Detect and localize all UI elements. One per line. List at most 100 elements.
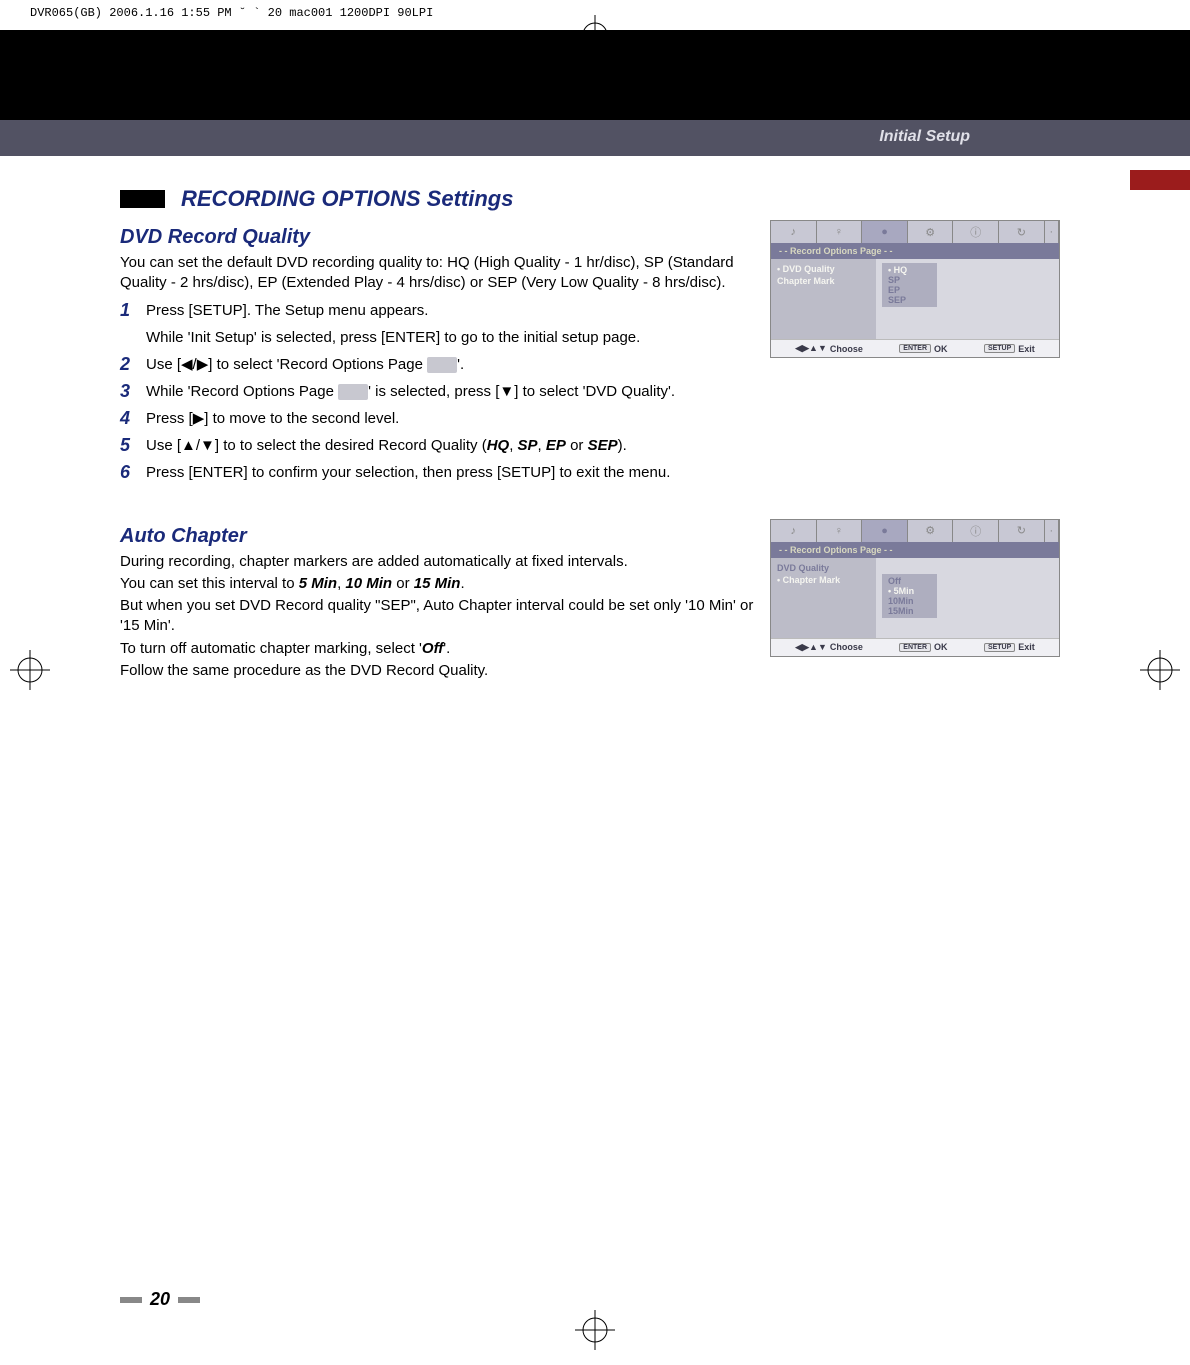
- record-options-icon: [338, 384, 368, 400]
- osd-tab-icon: ♀: [817, 221, 863, 243]
- step-text: Press [▶] to move to the second level.: [146, 408, 399, 429]
- osd-option: EP: [888, 285, 931, 295]
- page-bar-icon: [120, 1297, 142, 1303]
- page-number-wrap: 20: [120, 1289, 200, 1310]
- interval-15min: 15 Min: [414, 575, 461, 592]
- osd-body: DVD Quality • Chapter Mark Off • 5Min 10…: [771, 558, 1059, 638]
- title-leading-bar: [120, 190, 165, 208]
- osd-tab-icon: ⚙: [908, 221, 954, 243]
- step-text-frag: Press [: [146, 410, 193, 427]
- section-title-row: RECORDING OPTIONS Settings: [120, 186, 1070, 212]
- osd-options: Off • 5Min 10Min 15Min: [882, 574, 937, 618]
- off-label: Off: [422, 640, 443, 657]
- osd-tab-icon: ·: [1045, 221, 1059, 243]
- osd-tab-icon: ↻: [999, 520, 1045, 542]
- step-3: 3 While 'Record Options Page ' is select…: [120, 381, 758, 402]
- step-num: 3: [120, 381, 146, 402]
- auto-chapter-section: Auto Chapter During recording, chapter m…: [120, 519, 1070, 684]
- record-options-icon: [427, 357, 457, 373]
- opt-hq: HQ: [487, 437, 510, 454]
- step-num: 5: [120, 435, 146, 456]
- osd-tab-icon: ↻: [999, 221, 1045, 243]
- step-num: 1: [120, 300, 146, 321]
- step-text: Use [◀/▶] to select 'Record Options Page…: [146, 354, 464, 375]
- osd-option: 15Min: [888, 606, 931, 616]
- osd-footer-label: Choose: [830, 642, 863, 652]
- step-text-frag: '.: [457, 356, 464, 373]
- down-arrow-icon: ▼: [499, 383, 514, 400]
- auto-chapter-p3: But when you set DVD Record quality "SEP…: [120, 596, 758, 637]
- osd-menu-item: • Chapter Mark: [777, 574, 870, 586]
- osd-screenshot-1-col: ♪ ♀ ● ⚙ ⓘ ↻ · - - Record Options Page - …: [770, 220, 1070, 489]
- auto-chapter-p4: To turn off automatic chapter marking, s…: [120, 639, 758, 659]
- osd-footer-label: Exit: [1018, 642, 1035, 652]
- right-edge-tab: [1130, 170, 1190, 190]
- auto-chapter-title: Auto Chapter: [120, 525, 758, 548]
- osd-left-menu: DVD Quality • Chapter Mark: [771, 558, 876, 638]
- osd-footer-choose: ◀▶▲▼ Choose: [795, 642, 863, 653]
- step-4: 4 Press [▶] to move to the second level.: [120, 408, 758, 429]
- registration-mark-icon: [1140, 650, 1180, 690]
- nav-arrows-icon: ◀▶▲▼: [795, 642, 827, 653]
- osd-right-panel: • HQ SP EP SEP: [876, 259, 1059, 339]
- osd-tabs: ♪ ♀ ● ⚙ ⓘ ↻ ·: [771, 221, 1059, 243]
- dvd-quality-left: DVD Record Quality You can set the defau…: [120, 220, 758, 489]
- osd-footer-ok: ENTER OK: [899, 642, 947, 653]
- page-content: RECORDING OPTIONS Settings DVD Record Qu…: [0, 156, 1190, 683]
- page-number: 20: [150, 1289, 170, 1310]
- nav-arrows-icon: ◀▶▲▼: [795, 343, 827, 354]
- osd-footer: ◀▶▲▼ Choose ENTER OK SETUP Exit: [771, 339, 1059, 357]
- osd-footer-exit: SETUP Exit: [984, 343, 1035, 354]
- step-num: 4: [120, 408, 146, 429]
- osd-footer: ◀▶▲▼ Choose ENTER OK SETUP Exit: [771, 638, 1059, 656]
- section-title: RECORDING OPTIONS Settings: [181, 186, 513, 212]
- left-right-arrow-icon: ◀/▶: [181, 356, 208, 373]
- opt-ep: EP: [546, 437, 566, 454]
- interval-10min: 10 Min: [345, 575, 392, 592]
- step-text-frag: ] to select 'DVD Quality'.: [514, 383, 675, 400]
- step-text-frag: While 'Record Options Page: [146, 383, 338, 400]
- interval-5min: 5 Min: [299, 575, 337, 592]
- step-text-frag: Use [: [146, 356, 181, 373]
- text-frag: .: [460, 575, 464, 592]
- opt-sep: SEP: [588, 437, 618, 454]
- dvd-quality-intro: You can set the default DVD recording qu…: [120, 253, 758, 294]
- setup-btn-icon: SETUP: [984, 344, 1015, 353]
- osd-menu-item: • DVD Quality: [777, 263, 870, 275]
- osd-tab-icon: ♪: [771, 520, 817, 542]
- auto-chapter-p5: Follow the same procedure as the DVD Rec…: [120, 661, 758, 681]
- osd-body: • DVD Quality Chapter Mark • HQ SP EP SE…: [771, 259, 1059, 339]
- text-frag: '.: [443, 640, 450, 657]
- step-text-frag: ] to to select the desired Record Qualit…: [215, 437, 487, 454]
- osd-option: • 5Min: [888, 586, 931, 596]
- step-text-frag: ' is selected, press [: [368, 383, 499, 400]
- osd-tab-icon: ⚙: [908, 520, 954, 542]
- osd-footer-label: OK: [934, 344, 948, 354]
- osd-footer-choose: ◀▶▲▼ Choose: [795, 343, 863, 354]
- step-1: 1 Press [SETUP]. The Setup menu appears.: [120, 300, 758, 321]
- osd-tab-icon: ●: [862, 520, 908, 542]
- osd-page-label: - - Record Options Page - -: [771, 243, 1059, 259]
- step-text-frag: ).: [618, 437, 627, 454]
- osd-tab-icon: ·: [1045, 520, 1059, 542]
- registration-mark-icon: [575, 1310, 615, 1350]
- step-text: While 'Record Options Page ' is selected…: [146, 381, 675, 402]
- step-num: 6: [120, 462, 146, 483]
- osd-option: SEP: [888, 295, 931, 305]
- enter-btn-icon: ENTER: [899, 344, 931, 353]
- step-text-frag: Use [: [146, 437, 181, 454]
- text-frag: You can set this interval to: [120, 575, 299, 592]
- osd-option: 10Min: [888, 596, 931, 606]
- top-gray-bar: Initial Setup: [0, 120, 1190, 156]
- auto-chapter-p2: You can set this interval to 5 Min, 10 M…: [120, 574, 758, 594]
- osd-footer-label: Choose: [830, 344, 863, 354]
- osd-right-panel: Off • 5Min 10Min 15Min: [876, 558, 1059, 638]
- right-arrow-icon: ▶: [193, 410, 205, 427]
- osd-option: Off: [888, 576, 931, 586]
- step-text: Press [SETUP]. The Setup menu appears.: [146, 300, 428, 321]
- osd-options: • HQ SP EP SEP: [882, 263, 937, 307]
- page-bar-icon: [178, 1297, 200, 1303]
- step-1-sub: While 'Init Setup' is selected, press [E…: [146, 327, 758, 348]
- step-5: 5 Use [▲/▼] to to select the desired Rec…: [120, 435, 758, 456]
- step-text-frag: or: [566, 437, 588, 454]
